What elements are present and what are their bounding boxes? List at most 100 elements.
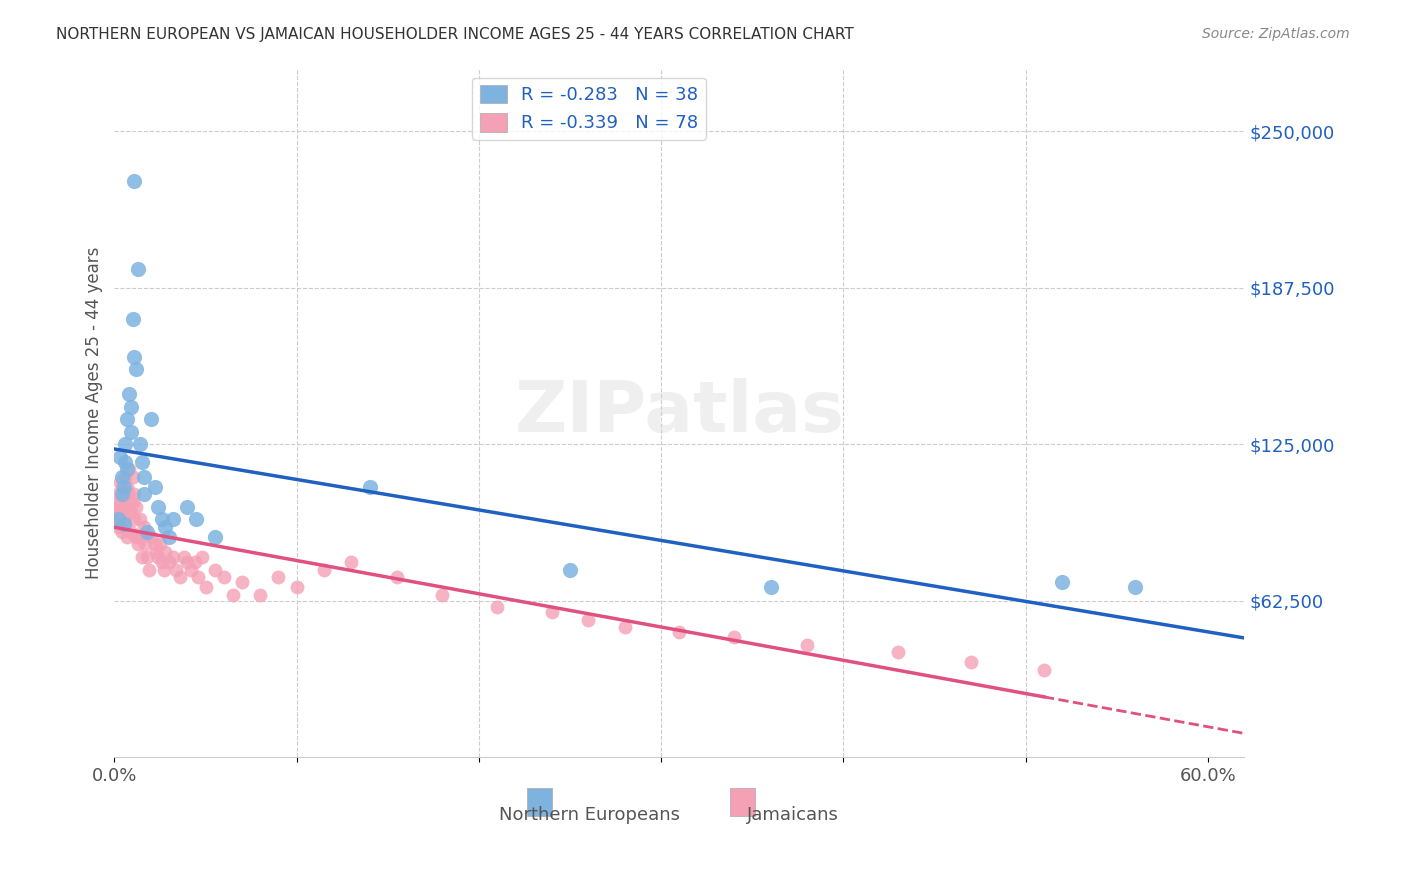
Point bbox=[105, 505, 128, 519]
Point bbox=[155, 520, 177, 534]
Point bbox=[169, 570, 191, 584]
Point bbox=[267, 570, 290, 584]
Point bbox=[112, 517, 135, 532]
Point bbox=[176, 555, 198, 569]
Point bbox=[887, 645, 910, 659]
Point bbox=[204, 562, 226, 576]
Point bbox=[107, 500, 129, 514]
Text: Jamaicans: Jamaicans bbox=[747, 805, 838, 823]
Point bbox=[124, 174, 146, 188]
Point bbox=[212, 570, 235, 584]
Point bbox=[107, 520, 129, 534]
Text: ZIPatlas: ZIPatlas bbox=[515, 378, 845, 448]
Point bbox=[723, 630, 745, 644]
Point bbox=[152, 562, 174, 576]
Point bbox=[121, 495, 143, 509]
Point bbox=[114, 512, 136, 526]
FancyBboxPatch shape bbox=[730, 789, 755, 816]
Point bbox=[180, 562, 202, 576]
Point bbox=[187, 570, 209, 584]
Point bbox=[112, 487, 135, 501]
Point bbox=[132, 487, 155, 501]
Point bbox=[105, 512, 128, 526]
Point bbox=[540, 605, 562, 619]
Point bbox=[120, 524, 142, 539]
Text: Source: ZipAtlas.com: Source: ZipAtlas.com bbox=[1202, 27, 1350, 41]
Y-axis label: Householder Income Ages 25 - 44 years: Householder Income Ages 25 - 44 years bbox=[86, 247, 103, 579]
Point bbox=[432, 588, 454, 602]
Point bbox=[115, 500, 138, 514]
Point bbox=[131, 455, 153, 469]
Point bbox=[121, 312, 143, 326]
Point bbox=[222, 588, 245, 602]
Point bbox=[157, 530, 180, 544]
Point bbox=[143, 480, 166, 494]
Point bbox=[249, 588, 271, 602]
Point bbox=[136, 524, 159, 539]
Point bbox=[146, 549, 169, 564]
Point bbox=[108, 475, 131, 489]
Point bbox=[118, 462, 141, 476]
Point bbox=[359, 480, 381, 494]
Point bbox=[668, 625, 690, 640]
Point bbox=[176, 500, 198, 514]
Point bbox=[127, 537, 149, 551]
Text: NORTHERN EUROPEAN VS JAMAICAN HOUSEHOLDER INCOME AGES 25 - 44 YEARS CORRELATION : NORTHERN EUROPEAN VS JAMAICAN HOUSEHOLDE… bbox=[56, 27, 853, 42]
Point bbox=[1123, 580, 1146, 594]
Point bbox=[1050, 575, 1073, 590]
Point bbox=[136, 549, 159, 564]
Point bbox=[132, 520, 155, 534]
Point bbox=[125, 362, 148, 376]
Point bbox=[558, 562, 581, 576]
Point bbox=[149, 537, 172, 551]
Point bbox=[191, 549, 214, 564]
Point bbox=[114, 487, 136, 501]
Point bbox=[124, 512, 146, 526]
Point bbox=[115, 480, 138, 494]
Point bbox=[112, 500, 135, 514]
Point bbox=[613, 620, 636, 634]
Point bbox=[124, 487, 146, 501]
Point bbox=[285, 580, 308, 594]
Point bbox=[155, 545, 177, 559]
Point bbox=[162, 512, 184, 526]
Point bbox=[204, 530, 226, 544]
Text: Northern Europeans: Northern Europeans bbox=[499, 805, 679, 823]
Point bbox=[108, 450, 131, 464]
Point bbox=[115, 530, 138, 544]
Point bbox=[132, 470, 155, 484]
Point bbox=[796, 638, 818, 652]
Point bbox=[120, 400, 142, 414]
Point bbox=[120, 425, 142, 439]
Point bbox=[139, 412, 162, 426]
Point bbox=[139, 530, 162, 544]
Point bbox=[759, 580, 782, 594]
Point bbox=[114, 437, 136, 451]
Point bbox=[127, 261, 149, 276]
Point bbox=[112, 520, 135, 534]
Point bbox=[385, 570, 408, 584]
Point bbox=[111, 470, 134, 484]
Point bbox=[157, 555, 180, 569]
Point bbox=[194, 580, 217, 594]
Point bbox=[173, 549, 195, 564]
Point bbox=[1032, 663, 1054, 677]
Point bbox=[143, 537, 166, 551]
Point bbox=[125, 500, 148, 514]
Point bbox=[231, 575, 253, 590]
Point bbox=[146, 500, 169, 514]
Point bbox=[150, 512, 173, 526]
Point bbox=[138, 562, 160, 576]
Point bbox=[121, 470, 143, 484]
Point bbox=[107, 487, 129, 501]
Point bbox=[108, 495, 131, 509]
Point bbox=[111, 480, 134, 494]
Point bbox=[165, 562, 187, 576]
Point bbox=[124, 350, 146, 364]
Point bbox=[112, 480, 135, 494]
Point bbox=[576, 613, 599, 627]
Point bbox=[120, 505, 142, 519]
Point bbox=[150, 555, 173, 569]
Point bbox=[114, 470, 136, 484]
Point bbox=[145, 545, 167, 559]
